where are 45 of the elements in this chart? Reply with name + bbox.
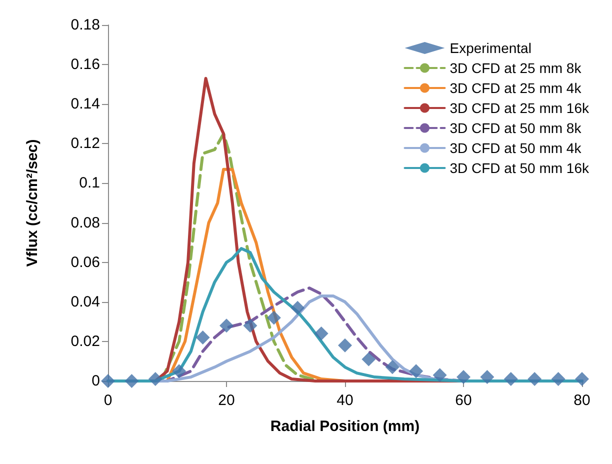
legend-label: 3D CFD at 50 mm 16k (450, 160, 590, 176)
x-tick-label: 0 (104, 392, 112, 409)
x-tick-label: 80 (574, 392, 590, 409)
point (385, 360, 400, 374)
point (243, 318, 258, 333)
x-axis-title: Radial Position (mm) (270, 418, 420, 435)
point (480, 370, 494, 384)
point (101, 374, 115, 388)
point (409, 364, 424, 378)
point (504, 372, 518, 386)
point (528, 372, 542, 386)
legend-label: 3D CFD at 25 mm 4k (450, 80, 582, 96)
point (172, 364, 186, 378)
point (290, 300, 305, 315)
y-tick-label: 0.14 (70, 96, 100, 113)
x-tick-label: 40 (336, 392, 354, 409)
point (220, 318, 234, 333)
y-tick-label: 0.16 (70, 56, 100, 74)
y-tick-label: 0.06 (70, 254, 100, 271)
y-tick-label: 0.02 (70, 332, 100, 350)
legend-label: Experimental (450, 40, 532, 56)
legend-label: 3D CFD at 50 mm 4k (450, 140, 582, 156)
y-tick-label: 0.12 (70, 135, 100, 152)
point (124, 374, 139, 388)
point (432, 368, 447, 382)
x-tick-label: 60 (455, 392, 472, 409)
point (338, 338, 352, 352)
y-tick-label: 0.18 (70, 16, 100, 34)
y-tick-label: 0.1 (79, 174, 100, 192)
point (148, 372, 162, 386)
legend-label: 3D CFD at 25 mm 8k (450, 60, 582, 76)
point (196, 330, 210, 344)
y-tick-label: 0.08 (70, 214, 100, 232)
y-tick-label: 0 (92, 372, 100, 390)
point (551, 372, 566, 386)
point (456, 370, 470, 384)
point (266, 310, 281, 325)
point (362, 352, 376, 366)
legend-label: 3D CFD at 50 mm 8k (450, 120, 582, 136)
point (575, 372, 589, 386)
y-axis-title: Vflux (cc/cm²/sec) (24, 139, 41, 267)
point (314, 326, 328, 341)
legend-label: 3D CFD at 25 mm 16k (450, 100, 590, 116)
x-tick-label: 20 (218, 392, 235, 409)
y-tick-label: 0.04 (70, 293, 100, 310)
